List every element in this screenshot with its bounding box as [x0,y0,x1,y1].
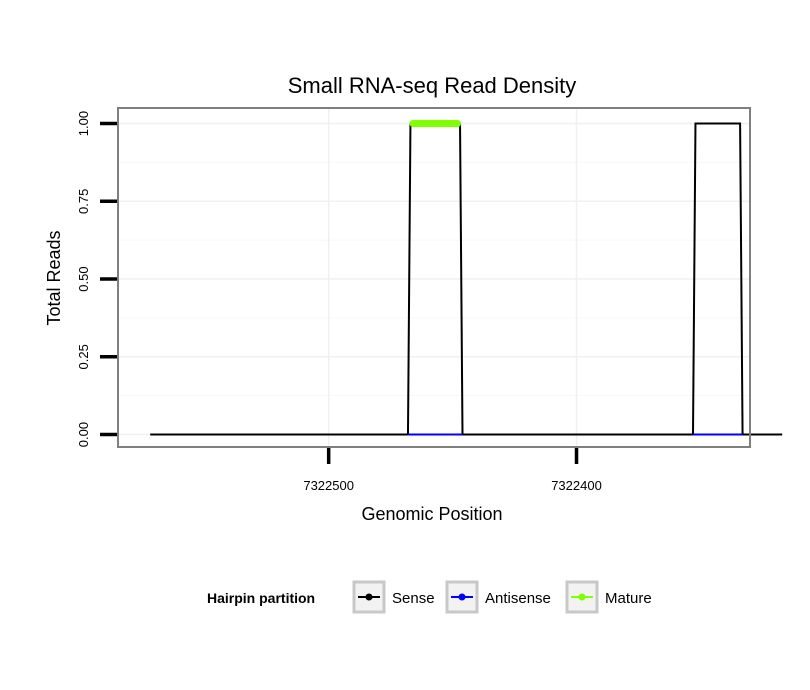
series-layer [150,120,783,436]
legend-item-sense: Sense [352,580,435,614]
chart-title: Small RNA-seq Read Density [288,73,577,98]
legend-item-antisense: Antisense [445,580,551,614]
panel-border [117,107,751,448]
x-tick-label: 7322400 [551,478,602,493]
x-axis: 7322500 7322400 [303,448,602,493]
legend-item-mature: Mature [565,580,652,614]
plot-panel [118,108,750,447]
legend-title: Hairpin partition [207,590,315,606]
legend-key-dot [578,593,586,601]
legend: Hairpin partition Sense Antisense Mature [207,580,652,614]
y-axis: 0.00 0.25 0.50 0.75 1.00 [76,111,117,447]
legend-label: Mature [605,590,652,607]
y-tick-label: 0.75 [76,189,91,214]
legend-key-dot [458,593,466,601]
y-tick-label: 0.50 [76,266,91,291]
y-tick-label: 0.00 [76,422,91,447]
legend-label: Antisense [485,590,551,607]
legend-key-dot [365,593,373,601]
y-tick-label: 0.25 [76,344,91,369]
gridlines [118,108,750,447]
series-line-sense [150,122,783,436]
y-tick-label: 1.00 [76,111,91,136]
x-tick-label: 7322500 [303,478,354,493]
legend-items: Sense Antisense Mature [352,580,652,614]
legend-label: Sense [392,590,435,607]
panel-background [118,108,750,447]
y-axis-title: Total Reads [44,230,64,325]
x-axis-title: Genomic Position [361,504,502,524]
